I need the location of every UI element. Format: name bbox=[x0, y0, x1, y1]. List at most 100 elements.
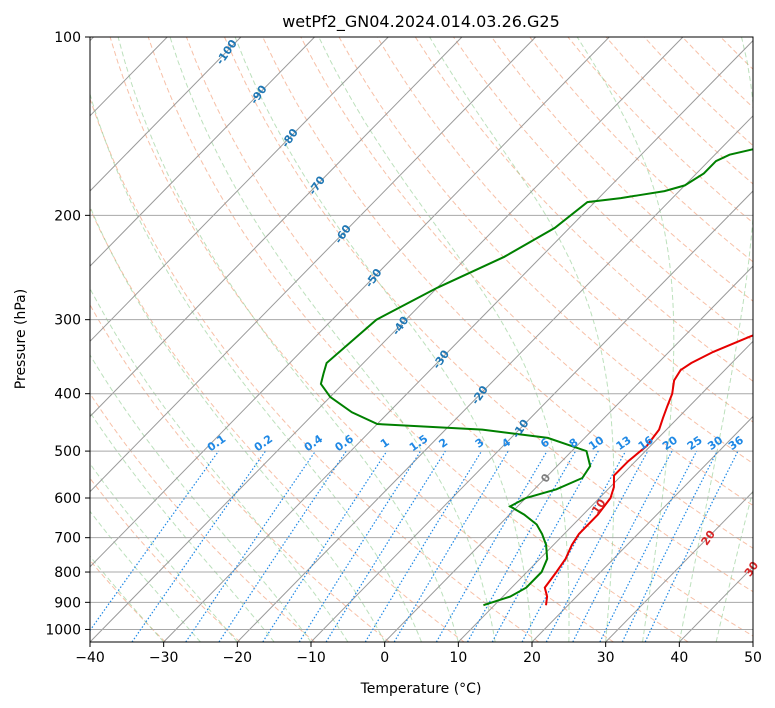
isotherm bbox=[90, 37, 389, 343]
moist-adiabat bbox=[576, 37, 675, 642]
mixing-ratio-line bbox=[185, 450, 316, 642]
dry-adiabat bbox=[453, 37, 753, 342]
dry-adiabat bbox=[90, 207, 465, 642]
dry-adiabat bbox=[90, 97, 540, 642]
mixing-ratio-label: 1 bbox=[378, 436, 392, 451]
x-tick-label: −20 bbox=[223, 650, 253, 666]
mixing-ratio-label: 36 bbox=[726, 433, 746, 453]
mixing-ratio-line bbox=[218, 450, 347, 642]
isotherm bbox=[90, 37, 684, 642]
moist-adiabat-label: 10 bbox=[589, 496, 609, 516]
isotherm bbox=[90, 37, 610, 568]
mixing-ratio-line bbox=[466, 450, 577, 642]
mixing-ratio-label: 10 bbox=[586, 433, 606, 453]
isotherm bbox=[90, 37, 315, 267]
mixing-ratio-line bbox=[491, 450, 599, 642]
mixing-ratio-line bbox=[262, 450, 388, 642]
y-tick-label: 100 bbox=[54, 30, 81, 46]
isotherm bbox=[605, 490, 753, 642]
mixing-ratio-line bbox=[435, 450, 548, 642]
y-tick-label: 900 bbox=[54, 595, 81, 611]
y-tick-label: 600 bbox=[54, 491, 81, 507]
moist-adiabat bbox=[90, 555, 165, 642]
y-axis-label: Pressure (hPa) bbox=[13, 289, 29, 389]
isotherm bbox=[90, 37, 242, 192]
x-tick-label: 0 bbox=[380, 650, 389, 666]
moist-adiabat bbox=[169, 37, 496, 642]
y-tick-label: 400 bbox=[54, 387, 81, 403]
mixing-ratio-line bbox=[644, 450, 739, 642]
plot-frame bbox=[89, 36, 754, 643]
y-tick-label: 200 bbox=[54, 208, 81, 224]
dry-adiabat bbox=[300, 37, 753, 507]
dry-adiabat bbox=[147, 37, 689, 642]
mixing-ratio-line bbox=[545, 450, 649, 642]
dewpoint-line bbox=[319, 148, 753, 607]
dry-adiabat bbox=[224, 37, 753, 593]
isotherm bbox=[678, 566, 753, 642]
moist-adiabat bbox=[90, 287, 349, 642]
isotherm bbox=[163, 39, 753, 642]
moist-adiabat bbox=[90, 510, 201, 642]
isotherm bbox=[457, 340, 753, 642]
data-lines bbox=[319, 148, 753, 607]
mixing-ratio-label: 20 bbox=[660, 433, 680, 453]
mixing-ratio-line bbox=[393, 450, 509, 642]
y-tick-label: 1000 bbox=[45, 622, 81, 638]
dry-adiabat bbox=[643, 37, 753, 147]
line-labels: 0.1 0.2 0.4 0.6 1 1.5 2 3 4 6 8 10 13 16 20 25 30 36-100-… bbox=[205, 37, 762, 579]
moist-adiabat bbox=[117, 37, 459, 642]
dry-adiabat bbox=[759, 37, 775, 642]
x-tick-label: 40 bbox=[670, 650, 688, 666]
dry-adiabat bbox=[338, 37, 753, 465]
dry-adiabat bbox=[90, 477, 241, 642]
mixing-ratio-line bbox=[621, 450, 718, 642]
moist-adiabat bbox=[90, 411, 275, 642]
moist-adiabat bbox=[90, 354, 312, 642]
mixing-ratio-label: 3 bbox=[473, 436, 487, 451]
x-tick-label: 50 bbox=[744, 650, 762, 666]
x-tick-label: −10 bbox=[296, 650, 326, 666]
dry-adiabat bbox=[720, 37, 753, 70]
x-axis-label: Temperature (°C) bbox=[360, 681, 482, 697]
dry-adiabat bbox=[90, 303, 390, 642]
x-tick-label: 10 bbox=[449, 650, 467, 666]
axis-ticks: −40 −30 −20 −10 0 10 20 30 40 50 100 200 300 400 500 60… bbox=[45, 30, 762, 666]
mixing-ratio-label: 2 bbox=[437, 436, 451, 451]
isotherm bbox=[236, 115, 753, 642]
dry-adiabat bbox=[185, 37, 753, 637]
dry-adiabat bbox=[682, 37, 753, 109]
isotherm bbox=[752, 641, 753, 642]
mixing-ratio-line bbox=[572, 450, 673, 642]
moist-adiabat bbox=[90, 205, 386, 642]
mixing-ratio-label: 25 bbox=[685, 434, 705, 453]
dry-adiabat bbox=[376, 37, 753, 423]
x-tick-label: 30 bbox=[597, 650, 615, 666]
isotherm bbox=[310, 190, 753, 642]
isotherm bbox=[90, 37, 463, 418]
y-tick-label: 800 bbox=[54, 565, 81, 581]
mixing-ratio-line bbox=[521, 450, 627, 642]
y-tick-label: 500 bbox=[54, 444, 81, 460]
moist-adiabat bbox=[90, 92, 422, 642]
y-tick-label: 300 bbox=[54, 313, 81, 329]
moist-adiabat bbox=[678, 37, 753, 642]
dry-adiabat bbox=[90, 559, 166, 642]
x-tick-label: −40 bbox=[75, 650, 105, 666]
isotherm bbox=[384, 265, 753, 642]
mixing-ratio-line bbox=[599, 450, 698, 642]
temperature-line bbox=[543, 334, 753, 606]
mixing-ratio-label: 13 bbox=[614, 434, 634, 453]
moist-adiabat bbox=[715, 488, 753, 642]
dry-adiabat bbox=[491, 37, 753, 302]
moist-adiabat bbox=[752, 639, 753, 642]
y-tick-label: 700 bbox=[54, 531, 81, 547]
dry-adiabat bbox=[90, 392, 316, 642]
mixing-ratio-line bbox=[298, 450, 422, 642]
isotherm bbox=[531, 415, 753, 642]
moist-adiabat bbox=[90, 462, 238, 642]
dry-adiabat bbox=[414, 37, 753, 382]
mixing-ratio-line bbox=[364, 450, 483, 642]
dry-adiabat bbox=[109, 37, 614, 642]
